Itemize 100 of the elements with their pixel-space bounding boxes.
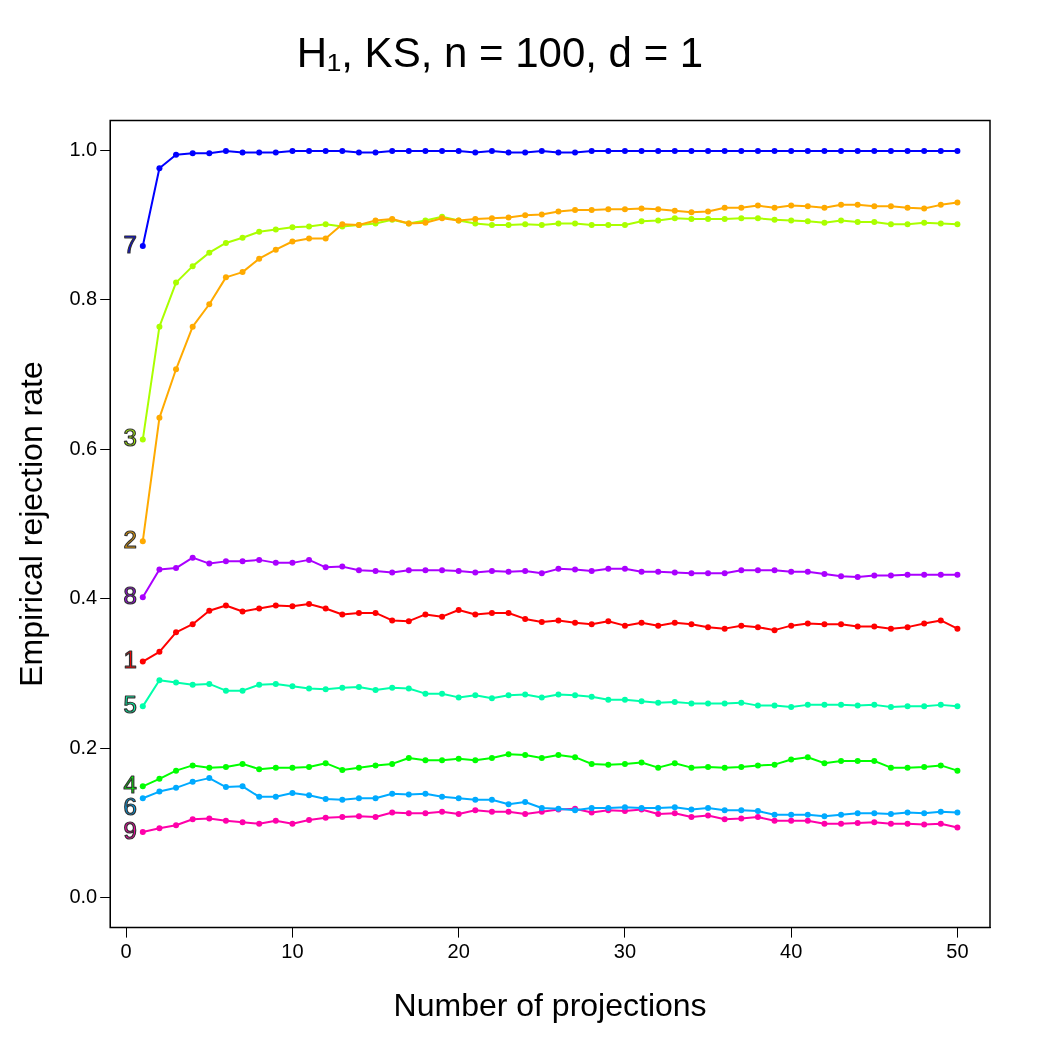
point	[688, 806, 695, 813]
point	[588, 222, 595, 229]
point	[339, 148, 346, 155]
point	[937, 808, 944, 815]
point	[754, 813, 761, 820]
point	[173, 629, 180, 636]
point	[472, 807, 479, 814]
point	[788, 148, 795, 155]
point	[522, 799, 529, 806]
point	[522, 149, 529, 156]
point	[854, 819, 861, 826]
point	[572, 149, 579, 156]
point	[306, 235, 313, 242]
point	[904, 764, 911, 771]
point	[705, 570, 712, 577]
point	[256, 605, 263, 612]
y-tick-label: 0.0	[69, 885, 98, 908]
point	[671, 569, 678, 576]
point	[887, 203, 894, 210]
point	[239, 558, 246, 565]
point	[771, 204, 778, 211]
point	[505, 568, 512, 575]
point	[139, 703, 146, 710]
point	[838, 820, 845, 827]
point	[439, 613, 446, 620]
point	[505, 222, 512, 229]
point	[671, 619, 678, 626]
point	[638, 218, 645, 225]
point	[355, 764, 362, 771]
point	[921, 219, 928, 226]
point	[472, 216, 479, 223]
point	[788, 568, 795, 575]
point	[738, 204, 745, 211]
point	[821, 813, 828, 820]
point	[771, 627, 778, 634]
point	[222, 687, 229, 694]
point	[738, 763, 745, 770]
point	[289, 820, 296, 827]
point	[272, 793, 279, 800]
y-tick-label: 1.0	[69, 137, 98, 160]
point	[655, 217, 662, 224]
point	[405, 754, 412, 761]
x-tick-label: 50	[946, 940, 969, 963]
point	[754, 808, 761, 814]
point	[605, 618, 612, 625]
point	[788, 217, 795, 224]
point	[804, 620, 811, 627]
point	[538, 211, 545, 218]
point	[788, 817, 795, 824]
point	[921, 571, 928, 578]
point	[322, 148, 329, 155]
point	[937, 762, 944, 769]
point	[937, 701, 944, 708]
point	[422, 810, 429, 817]
point	[189, 681, 196, 688]
point	[272, 226, 279, 233]
point	[638, 619, 645, 626]
point	[871, 701, 878, 708]
point	[937, 820, 944, 827]
point	[671, 148, 678, 155]
point	[206, 775, 213, 782]
point	[655, 805, 662, 812]
point	[921, 763, 928, 770]
point	[306, 600, 313, 607]
point	[222, 784, 229, 791]
point	[139, 594, 146, 601]
point	[488, 808, 495, 815]
point	[256, 681, 263, 688]
point	[555, 208, 562, 215]
point	[355, 567, 362, 574]
point	[488, 695, 495, 702]
point	[139, 658, 146, 665]
point	[921, 205, 928, 212]
point	[721, 570, 728, 577]
point	[289, 790, 296, 797]
point	[821, 571, 828, 578]
point	[289, 148, 296, 155]
point	[422, 790, 429, 797]
point	[954, 767, 961, 774]
point	[372, 149, 379, 156]
point	[455, 755, 462, 762]
point	[505, 751, 512, 758]
point	[405, 685, 412, 692]
point	[904, 703, 911, 710]
point	[721, 816, 728, 823]
point	[937, 220, 944, 227]
point	[439, 567, 446, 574]
point	[505, 808, 512, 815]
point	[239, 269, 246, 276]
point	[705, 148, 712, 155]
point	[372, 762, 379, 769]
point	[854, 148, 861, 155]
point	[372, 813, 379, 820]
point	[688, 209, 695, 216]
x-tick-label: 30	[613, 940, 637, 963]
point	[588, 621, 595, 628]
point	[422, 757, 429, 764]
point	[555, 149, 562, 156]
point	[306, 763, 313, 770]
point	[921, 810, 928, 817]
